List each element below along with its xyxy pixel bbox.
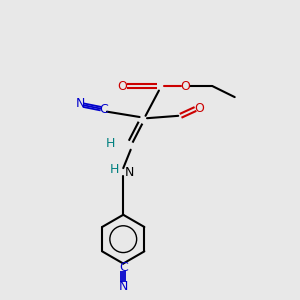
Text: C: C xyxy=(100,103,108,116)
Text: N: N xyxy=(76,98,85,110)
Text: C: C xyxy=(119,261,128,274)
Text: O: O xyxy=(117,80,127,93)
Text: H: H xyxy=(106,137,115,150)
Text: N: N xyxy=(125,166,134,179)
Text: O: O xyxy=(181,80,190,93)
Text: O: O xyxy=(194,103,204,116)
Text: H: H xyxy=(110,163,119,176)
Text: N: N xyxy=(118,280,128,292)
